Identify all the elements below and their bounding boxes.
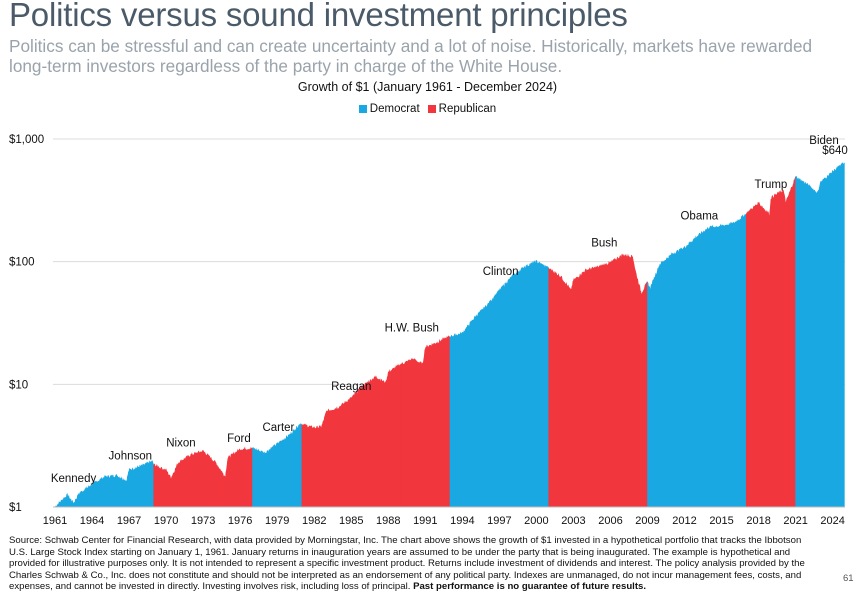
term-area-nixon (153, 449, 224, 508)
term-area-clinton (449, 259, 550, 508)
legend-item-democrat: Democrat (358, 103, 420, 115)
x-tick-label: 1997 (487, 515, 511, 527)
x-tick-label: 1982 (302, 515, 326, 527)
x-tick-label: 2015 (709, 515, 733, 527)
x-tick-label: 2000 (524, 515, 548, 527)
x-tick-label: 1967 (117, 515, 141, 527)
legend-label-democrat: Democrat (369, 103, 420, 115)
x-tick-label: 2006 (598, 515, 622, 527)
chart-title: Growth of $1 (January 1961 - December 20… (297, 80, 558, 94)
legend-item-republican: Republican (427, 103, 497, 115)
term-area-kennedy (54, 485, 92, 508)
x-tick-label: 1976 (228, 515, 252, 527)
x-tick-label: 2003 (561, 515, 585, 527)
x-tick-label: 1985 (339, 515, 363, 527)
president-label: Carter (262, 422, 294, 434)
term-area-h-w-bush (400, 335, 451, 508)
x-tick-label: 1979 (265, 515, 289, 527)
x-tick-label: 2012 (672, 515, 696, 527)
x-tick-label: 1964 (80, 515, 104, 527)
president-label: Ford (227, 433, 251, 445)
president-label: H.W. Bush (385, 322, 439, 334)
y-tick-label: $1 (9, 502, 22, 514)
term-area-bush (548, 253, 648, 508)
president-label: Obama (680, 211, 718, 223)
president-label: Biden (809, 135, 838, 147)
president-label: Kennedy (51, 473, 97, 485)
end-value-label: $640 (822, 145, 848, 157)
president-label: Trump (755, 179, 788, 191)
president-label: Reagan (331, 381, 371, 393)
x-tick-label: 1994 (450, 515, 474, 527)
term-area-johnson (90, 460, 155, 508)
x-tick-label: 2024 (820, 515, 844, 527)
president-label: Johnson (109, 450, 152, 462)
x-tick-label: 2009 (635, 515, 659, 527)
x-tick-label: 1973 (191, 515, 215, 527)
page-subtitle: Politics can be stressful and can create… (9, 36, 813, 76)
term-area-ford (222, 446, 253, 508)
president-label: Nixon (166, 438, 195, 450)
x-tick-label: 1988 (376, 515, 400, 527)
x-tick-label: 1991 (413, 515, 437, 527)
footnote-text: Source: Schwab Center for Financial Rese… (9, 535, 805, 592)
chart-legend: Democrat Republican (0, 103, 855, 115)
page-title: Politics versus sound investment princip… (9, 0, 628, 33)
footnote: Source: Schwab Center for Financial Rese… (9, 535, 809, 593)
legend-swatch-democrat (358, 105, 367, 113)
growth-chart: $1 $10 $100 $1,000 1961 1964 1967 1970 1973 1976 1… (9, 134, 848, 527)
term-area-trump (745, 175, 796, 508)
x-tick-label: 1961 (43, 515, 67, 527)
footnote-disclaimer: Past performance is no guarantee of futu… (413, 581, 647, 592)
y-tick-label: $100 (9, 257, 35, 269)
term-area-biden (795, 162, 845, 508)
president-label: Clinton (483, 266, 519, 278)
x-tick-label: 2021 (783, 515, 807, 527)
x-tick-label: 1970 (154, 515, 178, 527)
legend-label-republican: Republican (438, 103, 497, 115)
legend-swatch-republican (427, 105, 436, 113)
y-tick-label: $10 (9, 379, 28, 391)
term-area-reagan (301, 363, 401, 508)
page-number: 61 (843, 573, 854, 584)
x-tick-label: 2018 (746, 515, 770, 527)
term-area-obama (647, 213, 747, 508)
president-label: Bush (591, 237, 617, 249)
term-area-carter (252, 422, 303, 508)
y-tick-label: $1,000 (9, 134, 44, 146)
